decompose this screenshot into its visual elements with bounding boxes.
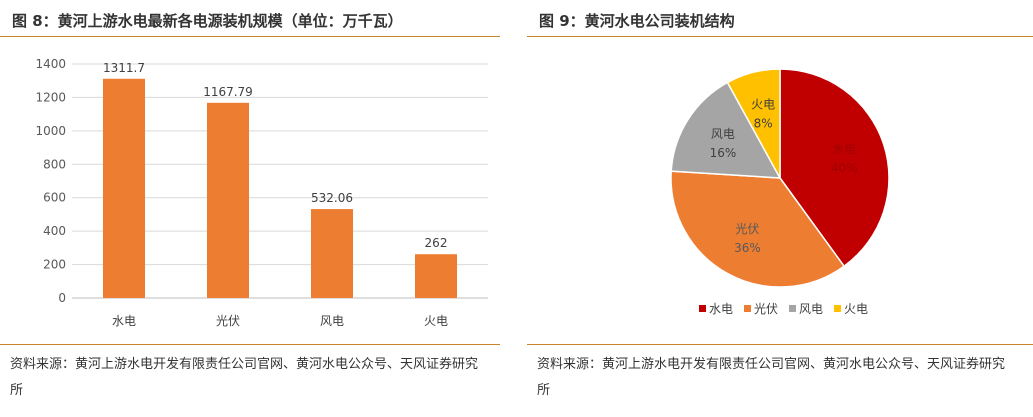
pie-chart-panel: 图 9：黄河水电公司装机结构 水电 40% 光伏 36% 风电 16% 火电 8% 水电 光伏 风电…	[527, 0, 1033, 417]
slice-category-label: 火电	[751, 98, 775, 112]
legend-label: 水电	[709, 302, 733, 316]
y-tick-label: 1000	[35, 124, 66, 138]
legend-swatch	[699, 305, 706, 312]
title-divider	[527, 36, 1033, 37]
slice-category-label: 光伏	[735, 222, 759, 236]
bar-value-label: 262	[425, 236, 448, 250]
y-tick-label: 400	[43, 224, 66, 238]
bar-chart-source: 资料来源：黄河上游水电开发有限责任公司官网、黄河水电公众号、天风证券研究所	[10, 357, 479, 398]
legend-label: 火电	[844, 302, 868, 316]
slice-percent-label: 36%	[734, 241, 761, 255]
bar	[103, 78, 145, 298]
bar-chart: 0 200 400 600 800 1000 1200 1400 1311.7 水电 1167.79…	[35, 57, 488, 328]
source-divider	[0, 344, 500, 345]
pie-slice	[779, 68, 890, 268]
legend-swatch	[834, 305, 841, 312]
slice-category-label: 风电	[711, 127, 735, 141]
x-tick-label: 水电	[112, 314, 136, 328]
pie-chart-title: 图 9：黄河水电公司装机结构	[539, 12, 735, 30]
slice-percent-label: 8%	[754, 117, 773, 131]
x-tick-label: 风电	[320, 314, 344, 328]
y-tick-label: 0	[58, 291, 66, 305]
bar	[311, 209, 353, 298]
bar-value-label: 532.06	[311, 191, 353, 205]
pie-slice	[726, 68, 781, 179]
bar	[415, 254, 457, 298]
legend-swatch	[789, 305, 796, 312]
title-divider	[0, 36, 500, 37]
y-tick-label: 800	[43, 157, 66, 171]
slice-percent-label: 40%	[831, 161, 858, 175]
y-tick-label: 200	[43, 258, 66, 272]
source-divider	[527, 344, 1033, 345]
x-tick-label: 火电	[424, 314, 448, 328]
bar-chart-panel: 图 8：黄河上游水电最新各电源装机规模（单位：万千瓦） 0 200 400 600 80…	[0, 0, 500, 417]
bar-value-label: 1311.7	[103, 61, 145, 75]
bar-value-label: 1167.79	[203, 85, 253, 99]
pie-slice	[670, 81, 782, 179]
slice-percent-label: 16%	[710, 146, 737, 160]
bar-chart-title: 图 8：黄河上游水电最新各电源装机规模（单位：万千瓦）	[12, 12, 403, 30]
legend-label: 风电	[799, 302, 823, 316]
legend-label: 光伏	[754, 302, 778, 316]
y-tick-label: 1400	[35, 57, 66, 71]
y-tick-label: 600	[43, 191, 66, 205]
slice-category-label: 水电	[832, 142, 856, 156]
legend-swatch	[744, 305, 751, 312]
bar	[207, 102, 249, 298]
y-tick-label: 1200	[35, 90, 66, 104]
pie-slice	[670, 170, 846, 288]
pie-chart-source: 资料来源：黄河上游水电开发有限责任公司官网、黄河水电公众号、天风证券研究所	[537, 357, 1006, 398]
x-tick-label: 光伏	[216, 314, 240, 328]
